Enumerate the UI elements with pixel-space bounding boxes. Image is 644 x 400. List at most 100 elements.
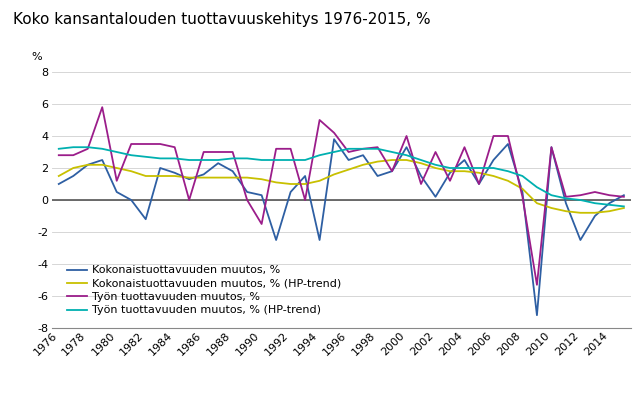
Kokonaistuottavuuden muutos, % (460, 158, 468, 162)
Työn tuottavuuden muutos, % (HP-trend) (70, 145, 77, 150)
Työn tuottavuuden muutos, % (HP-trend) (200, 158, 207, 162)
Kokonaistuottavuuden muutos, % (HP-trend) (272, 180, 280, 185)
Työn tuottavuuden muutos, % (605, 193, 613, 198)
Line: Kokonaistuottavuuden muutos, %: Kokonaistuottavuuden muutos, % (59, 139, 624, 315)
Työn tuottavuuden muutos, % (446, 178, 454, 183)
Kokonaistuottavuuden muutos, % (171, 170, 178, 175)
Kokonaistuottavuuden muutos, % (HP-trend) (576, 210, 584, 215)
Kokonaistuottavuuden muutos, % (417, 174, 425, 178)
Työn tuottavuuden muutos, % (HP-trend) (402, 153, 410, 158)
Työn tuottavuuden muutos, % (287, 146, 294, 151)
Kokonaistuottavuuden muutos, % (185, 177, 193, 182)
Työn tuottavuuden muutos, % (547, 145, 555, 150)
Työn tuottavuuden muutos, % (HP-trend) (316, 153, 323, 158)
Kokonaistuottavuuden muutos, % (489, 158, 497, 162)
Työn tuottavuuden muutos, % (374, 145, 381, 150)
Kokonaistuottavuuden muutos, % (HP-trend) (243, 175, 251, 180)
Työn tuottavuuden muutos, % (HP-trend) (243, 156, 251, 161)
Kokonaistuottavuuden muutos, % (HP-trend) (84, 162, 91, 167)
Työn tuottavuuden muutos, % (HP-trend) (185, 158, 193, 162)
Työn tuottavuuden muutos, % (HP-trend) (547, 193, 555, 198)
Kokonaistuottavuuden muutos, % (55, 182, 62, 186)
Työn tuottavuuden muutos, % (171, 145, 178, 150)
Kokonaistuottavuuden muutos, % (HP-trend) (388, 158, 396, 162)
Line: Kokonaistuottavuuden muutos, % (HP-trend): Kokonaistuottavuuden muutos, % (HP-trend… (59, 160, 624, 213)
Legend: Kokonaistuottavuuden muutos, %, Kokonaistuottavuuden muutos, % (HP-trend), Työn : Kokonaistuottavuuden muutos, %, Kokonais… (63, 261, 345, 320)
Kokonaistuottavuuden muutos, % (HP-trend) (533, 201, 541, 206)
Kokonaistuottavuuden muutos, % (518, 190, 526, 194)
Työn tuottavuuden muutos, % (417, 182, 425, 186)
Työn tuottavuuden muutos, % (HP-trend) (128, 153, 135, 158)
Työn tuottavuuden muutos, % (HP-trend) (518, 174, 526, 178)
Kokonaistuottavuuden muutos, % (99, 158, 106, 162)
Kokonaistuottavuuden muutos, % (HP-trend) (55, 174, 62, 178)
Kokonaistuottavuuden muutos, % (591, 214, 599, 218)
Työn tuottavuuden muutos, % (460, 145, 468, 150)
Kokonaistuottavuuden muutos, % (HP-trend) (128, 169, 135, 174)
Työn tuottavuuden muutos, % (431, 150, 439, 154)
Työn tuottavuuden muutos, % (HP-trend) (446, 166, 454, 170)
Kokonaistuottavuuden muutos, % (200, 172, 207, 177)
Line: Työn tuottavuuden muutos, %: Työn tuottavuuden muutos, % (59, 107, 624, 285)
Kokonaistuottavuuden muutos, % (HP-trend) (171, 174, 178, 178)
Kokonaistuottavuuden muutos, % (HP-trend) (330, 172, 338, 177)
Työn tuottavuuden muutos, % (HP-trend) (84, 145, 91, 150)
Kokonaistuottavuuden muutos, % (HP-trend) (489, 174, 497, 178)
Työn tuottavuuden muutos, % (402, 134, 410, 138)
Kokonaistuottavuuden muutos, % (330, 137, 338, 142)
Kokonaistuottavuuden muutos, % (345, 158, 352, 162)
Kokonaistuottavuuden muutos, % (359, 153, 367, 158)
Työn tuottavuuden muutos, % (HP-trend) (330, 150, 338, 154)
Kokonaistuottavuuden muutos, % (HP-trend) (518, 186, 526, 191)
Kokonaistuottavuuden muutos, % (431, 194, 439, 199)
Työn tuottavuuden muutos, % (142, 142, 149, 146)
Työn tuottavuuden muutos, % (HP-trend) (620, 204, 628, 209)
Työn tuottavuuden muutos, % (HP-trend) (113, 150, 120, 154)
Työn tuottavuuden muutos, % (475, 182, 483, 186)
Työn tuottavuuden muutos, % (HP-trend) (431, 162, 439, 167)
Työn tuottavuuden muutos, % (HP-trend) (475, 166, 483, 170)
Kokonaistuottavuuden muutos, % (HP-trend) (214, 175, 222, 180)
Työn tuottavuuden muutos, % (99, 105, 106, 110)
Kokonaistuottavuuden muutos, % (301, 174, 309, 178)
Työn tuottavuuden muutos, % (HP-trend) (214, 158, 222, 162)
Kokonaistuottavuuden muutos, % (HP-trend) (562, 209, 570, 214)
Työn tuottavuuden muutos, % (HP-trend) (55, 146, 62, 151)
Kokonaistuottavuuden muutos, % (HP-trend) (431, 166, 439, 170)
Kokonaistuottavuuden muutos, % (214, 161, 222, 166)
Työn tuottavuuden muutos, % (70, 153, 77, 158)
Kokonaistuottavuuden muutos, % (84, 162, 91, 167)
Kokonaistuottavuuden muutos, % (287, 190, 294, 194)
Kokonaistuottavuuden muutos, % (HP-trend) (142, 174, 149, 178)
Kokonaistuottavuuden muutos, % (156, 166, 164, 170)
Työn tuottavuuden muutos, % (HP-trend) (388, 150, 396, 154)
Työn tuottavuuden muutos, % (HP-trend) (171, 156, 178, 161)
Kokonaistuottavuuden muutos, % (562, 201, 570, 206)
Työn tuottavuuden muutos, % (HP-trend) (229, 156, 236, 161)
Työn tuottavuuden muutos, % (591, 190, 599, 194)
Työn tuottavuuden muutos, % (HP-trend) (576, 198, 584, 202)
Kokonaistuottavuuden muutos, % (HP-trend) (185, 175, 193, 180)
Kokonaistuottavuuden muutos, % (504, 142, 512, 146)
Työn tuottavuuden muutos, % (55, 153, 62, 158)
Kokonaistuottavuuden muutos, % (HP-trend) (301, 182, 309, 186)
Työn tuottavuuden muutos, % (HP-trend) (460, 166, 468, 170)
Työn tuottavuuden muutos, % (214, 150, 222, 154)
Kokonaistuottavuuden muutos, % (HP-trend) (359, 162, 367, 167)
Kokonaistuottavuuden muutos, % (316, 238, 323, 242)
Työn tuottavuuden muutos, % (HP-trend) (272, 158, 280, 162)
Kokonaistuottavuuden muutos, % (142, 217, 149, 222)
Työn tuottavuuden muutos, % (330, 130, 338, 135)
Kokonaistuottavuuden muutos, % (533, 313, 541, 318)
Text: %: % (31, 52, 42, 62)
Työn tuottavuuden muutos, % (316, 118, 323, 122)
Työn tuottavuuden muutos, % (272, 146, 280, 151)
Kokonaistuottavuuden muutos, % (HP-trend) (345, 167, 352, 172)
Työn tuottavuuden muutos, % (HP-trend) (591, 201, 599, 206)
Kokonaistuottavuuden muutos, % (258, 193, 265, 198)
Kokonaistuottavuuden muutos, % (HP-trend) (547, 206, 555, 210)
Työn tuottavuuden muutos, % (504, 134, 512, 138)
Työn tuottavuuden muutos, % (HP-trend) (359, 146, 367, 151)
Työn tuottavuuden muutos, % (388, 169, 396, 174)
Kokonaistuottavuuden muutos, % (576, 238, 584, 242)
